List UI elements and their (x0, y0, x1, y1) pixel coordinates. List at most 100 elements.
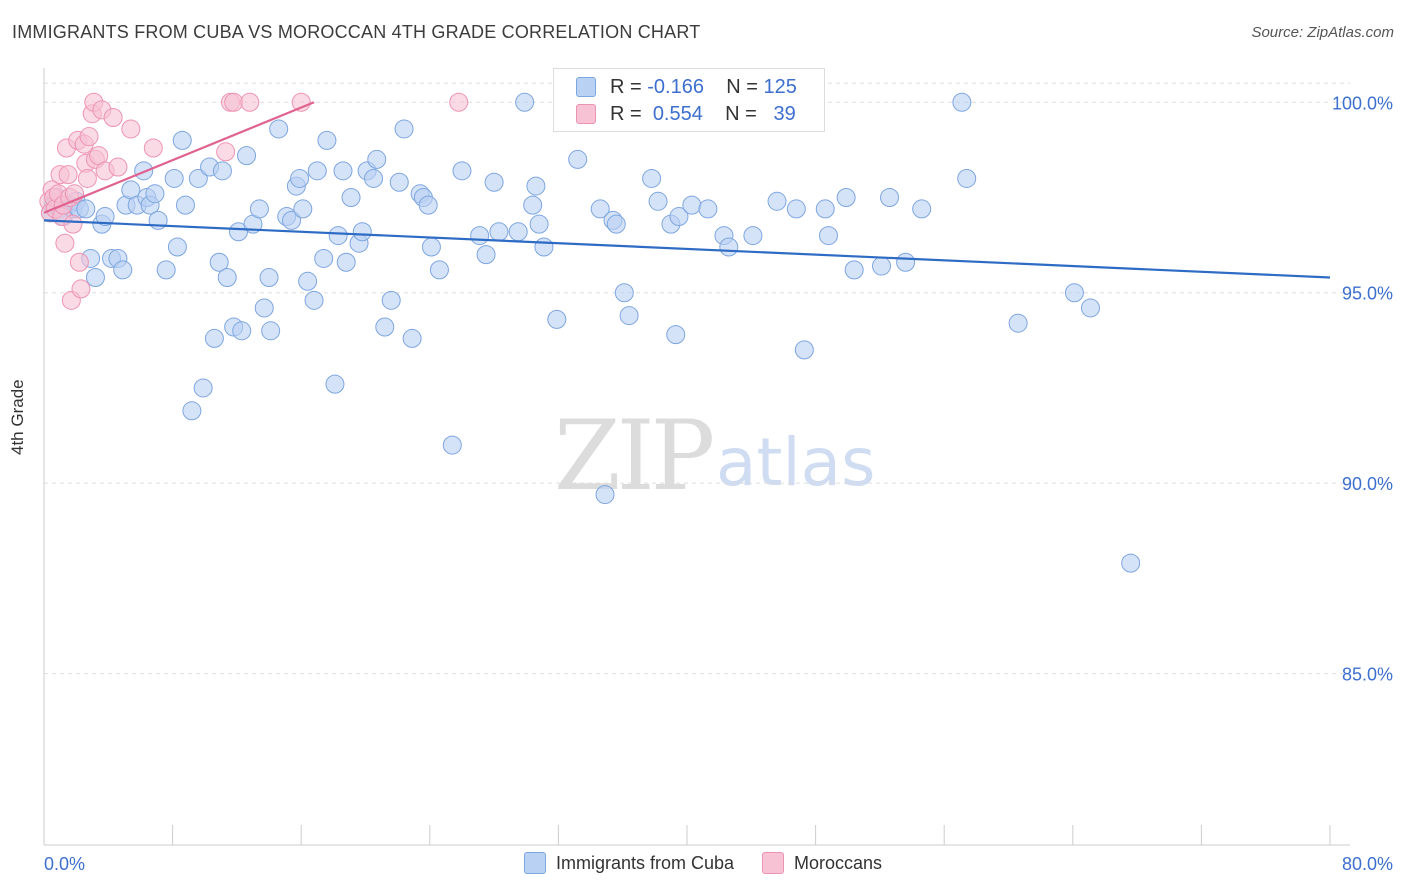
cuba-point (476, 245, 496, 265)
cuba-point (595, 485, 615, 505)
cuba-point (304, 290, 324, 310)
cuba-point (743, 226, 763, 246)
legend-n-value: 39 (773, 102, 796, 125)
cuba-point (642, 168, 662, 188)
legend-r-label: R = (610, 75, 642, 98)
cuba-point (145, 184, 165, 204)
cuba-point (442, 435, 462, 455)
legend-label-moroccans: Moroccans (794, 852, 883, 873)
cuba-point (484, 172, 504, 192)
legend-label-cuba: Immigrants from Cuba (555, 852, 735, 873)
cuba-point (872, 256, 892, 276)
chart-title: IMMIGRANTS FROM CUBA VS MOROCCAN 4TH GRA… (12, 22, 701, 42)
legend-item-moroccans: Moroccans (762, 852, 882, 874)
cuba-point (1008, 313, 1028, 333)
cuba-point (269, 119, 289, 139)
cuba-swatch-icon (523, 852, 546, 874)
cuba-point (249, 199, 269, 219)
cuba-swatch-icon (576, 77, 596, 97)
cuba-point (307, 161, 327, 181)
cuba-point (182, 401, 202, 421)
cuba-point (317, 130, 337, 150)
cuba-point (164, 168, 184, 188)
moroccan-point (103, 108, 123, 128)
cuba-point (952, 92, 972, 112)
cuba-point (298, 271, 318, 291)
cuba-point (325, 374, 345, 394)
cuba-point (529, 214, 549, 234)
cuba-point (470, 226, 490, 246)
cuba-point (237, 146, 257, 166)
cuba-point (328, 226, 348, 246)
cuba-point (389, 172, 409, 192)
watermark-atlas: atlas (716, 424, 876, 501)
moroccan-point (55, 233, 75, 253)
cuba-point (844, 260, 864, 280)
stats-legend: R = -0.166 N = 125 R = 0.554 N = 39 (553, 68, 825, 132)
cuba-point (175, 195, 195, 215)
moroccan-swatch-icon (762, 852, 785, 874)
cuba-point (418, 195, 438, 215)
cuba-point (394, 119, 414, 139)
cuba-point (352, 222, 372, 242)
y-axis-title: 4th Grade (8, 379, 27, 455)
cuba-point (341, 188, 361, 207)
cuba-point (402, 328, 422, 348)
cuba-point (682, 195, 702, 215)
cuba-point (375, 317, 395, 337)
moroccan-point (108, 157, 128, 177)
cuba-point (526, 176, 546, 196)
legend-r-value: -0.166 (647, 75, 704, 98)
cuba-point (719, 237, 739, 257)
moroccan-point (449, 92, 469, 112)
cuba-trend-line (43, 219, 1331, 279)
cuba-point (815, 199, 835, 219)
cuba-point (547, 309, 567, 329)
cuba-point (261, 321, 281, 341)
x-tick-label: 0.0% (44, 854, 85, 874)
moroccan-point (79, 127, 99, 147)
cuba-point (429, 260, 449, 280)
cuba-point (85, 267, 105, 287)
x-tick-label: 80.0% (1342, 854, 1393, 874)
y-tick-label: 85.0% (1342, 665, 1393, 685)
cuba-point (767, 191, 787, 211)
moroccan-point (224, 92, 244, 112)
y-tick-label: 100.0% (1332, 93, 1393, 113)
moroccan-point (69, 252, 89, 272)
legend-row-moroccans: R = 0.554 N = 39 (576, 102, 796, 126)
cuba-point (1080, 298, 1100, 318)
cuba-point (880, 188, 900, 207)
legend-n-label: N = (725, 102, 757, 125)
cuba-point (333, 161, 353, 181)
legend-item-cuba: Immigrants from Cuba (523, 852, 735, 874)
moroccan-point (143, 138, 163, 158)
cuba-point (452, 161, 472, 181)
cuba-point (381, 290, 401, 310)
cuba-point (836, 188, 856, 207)
cuba-point (188, 168, 208, 188)
cuba-point (568, 149, 588, 169)
moroccan-trend-line (43, 101, 315, 214)
cuba-point (193, 378, 213, 398)
legend-n-value: 125 (763, 75, 797, 98)
moroccan-point (77, 168, 97, 188)
moroccan-point (63, 214, 83, 234)
cuba-point (957, 168, 977, 188)
cuba-point (76, 199, 96, 219)
cuba-point (786, 199, 806, 219)
cuba-point (367, 149, 387, 169)
y-tick-label: 95.0% (1342, 284, 1393, 304)
cuba-point (534, 237, 554, 257)
cuba-point (113, 260, 133, 280)
cuba-point (421, 237, 441, 257)
moroccan-point (216, 142, 236, 162)
cuba-point (912, 199, 932, 219)
cuba-point (232, 321, 252, 341)
cuba-point (818, 226, 838, 246)
cuba-point (590, 199, 610, 219)
cuba-point (293, 199, 313, 219)
cuba-point (95, 207, 115, 227)
chart-source: Source: ZipAtlas.com (1251, 24, 1394, 41)
